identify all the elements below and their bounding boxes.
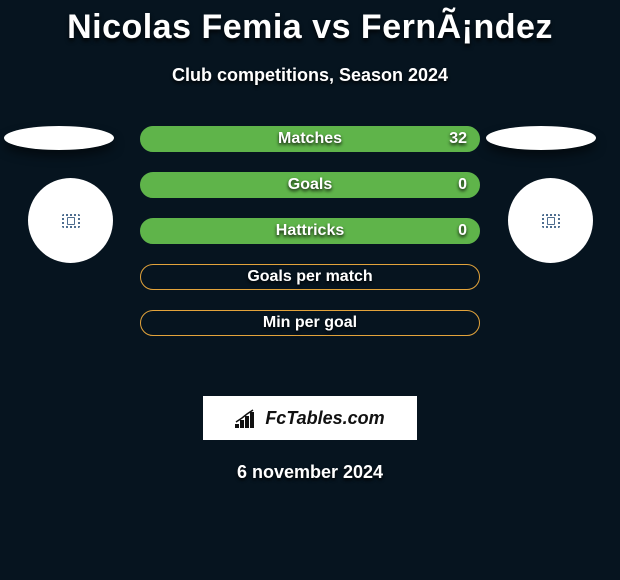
stat-label: Goals bbox=[288, 176, 332, 194]
stat-row: Goals per match bbox=[140, 264, 480, 290]
left-team-ellipse bbox=[4, 126, 114, 150]
stat-label: Min per goal bbox=[263, 314, 357, 332]
date: 6 november 2024 bbox=[0, 462, 620, 483]
page-title: Nicolas Femia vs FernÃ¡ndez bbox=[0, 8, 620, 47]
right-team-ellipse bbox=[486, 126, 596, 150]
stat-row: Matches 32 bbox=[140, 126, 480, 152]
stat-row: Min per goal bbox=[140, 310, 480, 336]
stat-label: Matches bbox=[278, 130, 342, 148]
stat-value-right: 0 bbox=[458, 222, 467, 240]
stat-value-right: 0 bbox=[458, 176, 467, 194]
branding-text: FcTables.com bbox=[265, 408, 384, 429]
branding: FcTables.com bbox=[203, 396, 417, 440]
left-team-crest bbox=[28, 178, 113, 263]
stat-row: Goals 0 bbox=[140, 172, 480, 198]
left-team-crest-placeholder-icon bbox=[62, 214, 80, 228]
subtitle: Club competitions, Season 2024 bbox=[0, 65, 620, 86]
right-team-crest bbox=[508, 178, 593, 263]
stat-label: Hattricks bbox=[276, 222, 344, 240]
branding-icon bbox=[235, 408, 259, 428]
stats-area: Matches 32 Goals 0 Hattricks 0 Goals per match… bbox=[0, 126, 620, 386]
stat-value-right: 32 bbox=[449, 130, 467, 148]
right-team-crest-placeholder-icon bbox=[542, 214, 560, 228]
stat-row: Hattricks 0 bbox=[140, 218, 480, 244]
stat-label: Goals per match bbox=[247, 268, 372, 286]
